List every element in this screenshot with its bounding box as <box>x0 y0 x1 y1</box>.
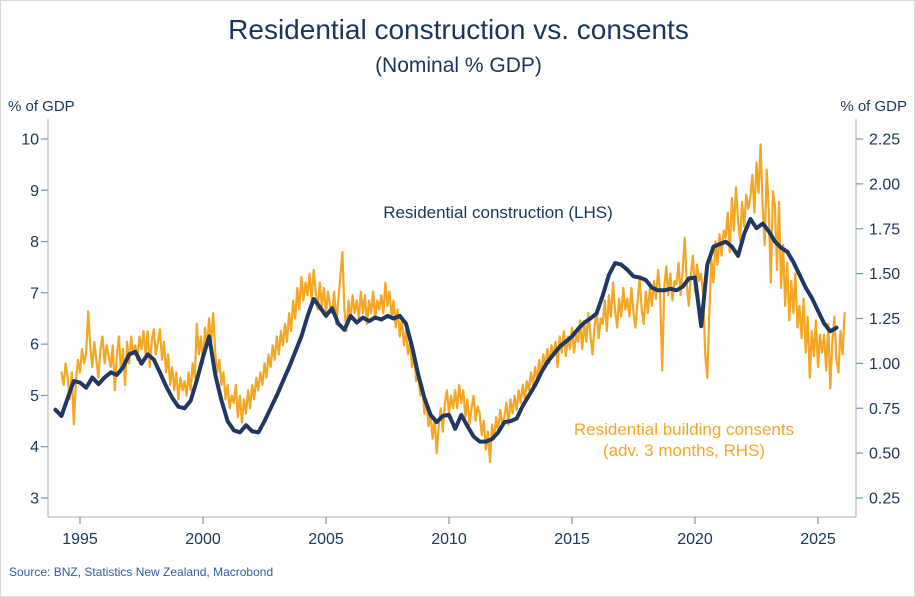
left-tick-label: 5 <box>30 388 39 405</box>
right-axis-ticks: 2.25 2.00 1.75 1.50 1.25 1.00 0.75 0.50 0.25 <box>856 132 900 508</box>
right-tick-label: 0.50 <box>869 446 900 463</box>
left-tick-label: 4 <box>30 439 39 456</box>
right-axis-unit-label: % of GDP <box>840 98 907 115</box>
x-tick-label: 1995 <box>62 531 98 548</box>
consents-series-label-line2: (adv. 3 months, RHS) <box>602 441 766 460</box>
right-tick-label: 2.25 <box>869 132 900 149</box>
x-tick-label: 2025 <box>800 531 836 548</box>
x-tick-label: 2020 <box>677 531 713 548</box>
right-tick-label: 1.50 <box>869 266 900 283</box>
x-tick-label: 2005 <box>308 531 344 548</box>
consents-series-label: Residential building consents (adv. 3 mo… <box>534 419 834 461</box>
left-axis-unit-label: % of GDP <box>8 98 75 115</box>
chart-title: Residential construction vs. consents <box>228 14 689 45</box>
consents-series-label-line1: Residential building consents <box>573 420 795 439</box>
right-tick-label: 1.25 <box>869 311 900 328</box>
right-tick-label: 1.00 <box>869 356 900 373</box>
left-tick-label: 7 <box>30 285 39 302</box>
right-tick-label: 2.00 <box>869 176 900 193</box>
left-tick-label: 3 <box>30 491 39 508</box>
chart-subtitle: (Nominal % GDP) <box>375 54 542 77</box>
x-tick-label: 2010 <box>431 531 467 548</box>
x-tick-label: 2000 <box>185 531 221 548</box>
consents-line-series <box>60 143 846 464</box>
construction-series-label: Residential construction (LHS) <box>383 203 613 222</box>
x-axis-ticks: 1995 2000 2005 2010 2015 2020 2025 <box>62 517 836 548</box>
right-tick-label: 1.75 <box>869 221 900 238</box>
right-tick-label: 0.25 <box>869 491 900 508</box>
right-tick-label: 0.75 <box>869 401 900 418</box>
left-axis-ticks: 10 9 8 7 6 5 4 3 <box>21 132 48 508</box>
left-tick-label: 8 <box>30 234 39 251</box>
left-tick-label: 10 <box>21 132 39 149</box>
x-tick-label: 2015 <box>554 531 590 548</box>
construction-line-series <box>53 217 839 444</box>
left-tick-label: 6 <box>30 337 39 354</box>
source-note: Source: BNZ, Statistics New Zealand, Mac… <box>9 565 274 579</box>
left-tick-label: 9 <box>30 183 39 200</box>
